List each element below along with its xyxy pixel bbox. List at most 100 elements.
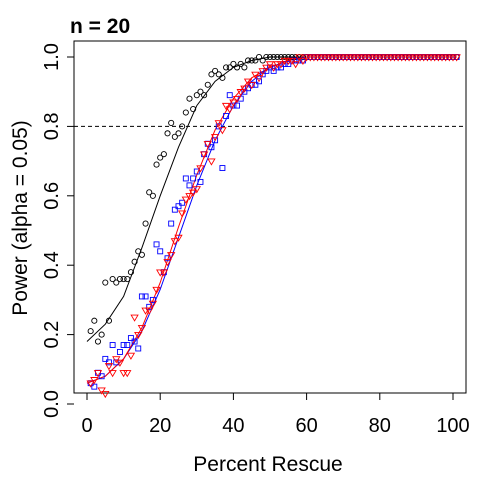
triangle-point	[192, 186, 201, 194]
square-point	[278, 64, 284, 71]
circle-point	[105, 317, 113, 324]
x-tick-label: 0	[81, 415, 92, 437]
x-tick-label: 40	[222, 415, 244, 437]
square-point	[102, 355, 109, 362]
square-point	[168, 220, 175, 227]
circle-point	[160, 151, 167, 158]
circle-point	[274, 53, 281, 61]
circle-point	[270, 53, 277, 61]
square-point	[197, 178, 204, 185]
triangle-point	[170, 238, 180, 246]
triangle-point	[115, 359, 125, 367]
triangle-point	[101, 390, 110, 399]
square-point	[223, 113, 230, 119]
circle-point	[87, 328, 94, 335]
square-point	[186, 182, 193, 189]
triangle-point	[123, 370, 132, 378]
triangle-point	[203, 141, 212, 149]
chart-title: n = 20	[70, 15, 130, 38]
circle-point	[135, 248, 142, 255]
triangle-point	[108, 370, 117, 378]
circle-point	[94, 338, 102, 345]
triangle-point	[225, 106, 234, 114]
square-point	[135, 345, 142, 352]
square-point	[175, 203, 182, 210]
y-tick-label: 0.0	[41, 390, 63, 418]
triangle-point	[97, 387, 106, 395]
triangle-point	[221, 102, 231, 111]
circle-point	[201, 92, 208, 99]
triangle-point	[174, 234, 183, 242]
circle-point	[193, 92, 200, 99]
triangle-point	[240, 85, 249, 93]
triangle-point	[276, 61, 286, 69]
circle-point	[127, 269, 134, 276]
square-point	[230, 102, 237, 109]
circle-point	[190, 106, 197, 113]
triangle-point	[148, 300, 158, 308]
triangle-point	[214, 120, 223, 128]
circle-point	[113, 279, 120, 286]
circle-point	[285, 53, 292, 61]
square-point	[182, 175, 189, 182]
circle-point	[288, 53, 296, 61]
circle-point	[241, 64, 248, 71]
square-point	[208, 144, 215, 151]
x-tick-label: 100	[436, 415, 469, 437]
data-points-layer	[86, 53, 461, 399]
triangle-point	[229, 99, 238, 107]
circle-point	[109, 276, 116, 283]
x-tick-label: 80	[369, 415, 391, 437]
circle-point	[124, 276, 131, 283]
circle-point	[248, 57, 255, 64]
circle-point	[149, 192, 156, 199]
triangle-point	[130, 314, 139, 322]
circle-point	[175, 130, 182, 137]
triangle-point	[218, 127, 227, 135]
plot-frame	[73, 40, 467, 394]
square-point	[116, 349, 123, 355]
circle-point	[146, 189, 153, 196]
triangle-point	[93, 370, 103, 378]
y-tick-label: 0.6	[41, 182, 63, 210]
triangle-point	[137, 325, 147, 333]
y-tick-label: 0.2	[41, 321, 63, 349]
triangle-point	[188, 189, 198, 197]
y-tick-label: 0.4	[41, 251, 63, 279]
circle-point	[186, 95, 193, 102]
triangle-point	[298, 57, 308, 65]
square-point	[171, 206, 178, 213]
circle-point	[212, 67, 219, 74]
triangle-point	[196, 165, 205, 173]
triangle-point	[243, 78, 253, 86]
y-tick-label: 1.0	[41, 43, 63, 71]
triangle-point	[258, 68, 267, 76]
triangle-point	[159, 269, 169, 277]
y-tick-label: 0.8	[41, 112, 63, 140]
triangle-point	[262, 64, 271, 72]
triangle-point	[152, 286, 161, 294]
circle-point	[138, 251, 145, 258]
square-fit-curve	[86, 56, 457, 384]
circle-point	[263, 53, 270, 61]
circle-point	[259, 57, 266, 64]
circle-point	[168, 119, 175, 126]
triangle-point	[265, 61, 275, 69]
circle-point	[252, 57, 259, 64]
fit-curves-layer	[86, 56, 457, 384]
circle-point	[179, 123, 186, 130]
square-point	[256, 78, 262, 85]
triangle-point	[199, 151, 209, 159]
circle-point	[215, 71, 222, 78]
square-point	[146, 303, 153, 310]
circle-point	[142, 220, 149, 227]
square-point	[179, 199, 186, 206]
triangle-point	[287, 57, 297, 65]
triangle-point	[181, 196, 191, 204]
y-axis-label: Power (alpha = 0.05)	[9, 120, 32, 316]
circle-point	[244, 57, 252, 64]
triangle-point	[104, 363, 114, 371]
circle-point	[234, 64, 241, 71]
triangle-point	[177, 210, 187, 218]
square-point	[131, 338, 138, 345]
